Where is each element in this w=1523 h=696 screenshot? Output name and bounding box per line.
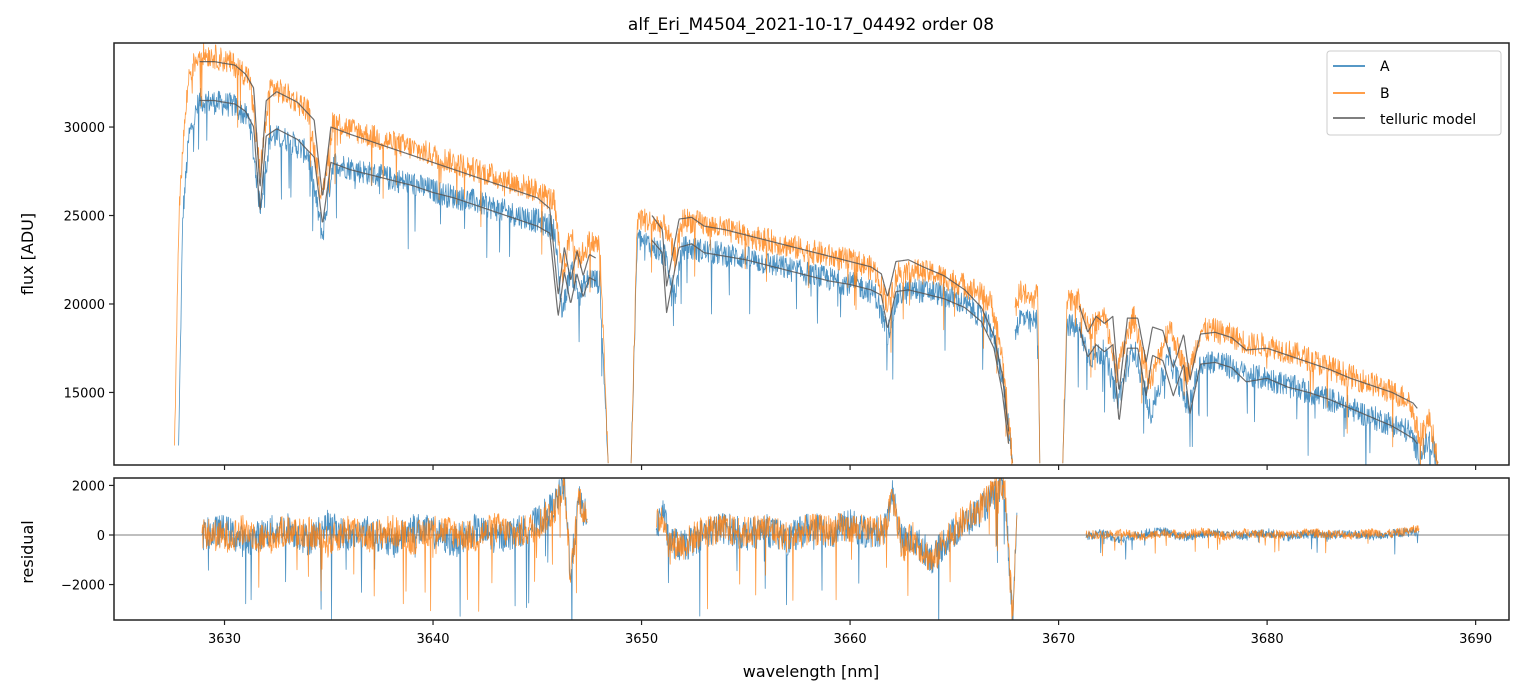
flux-series-telluric-model-segment-0 <box>199 99 596 316</box>
flux-series-b-segment-2 <box>1014 280 1041 464</box>
residual-y-ticks: −2000 0 2000 <box>61 479 114 594</box>
legend: A B telluric model <box>1326 50 1502 136</box>
x-tick-label: 3630 <box>208 632 241 647</box>
x-tick-label: 3660 <box>834 632 867 647</box>
x-tick-label: 3680 <box>1251 632 1284 647</box>
flux-y-axis-label: flux [ADU] <box>18 213 37 295</box>
x-tick-label: 3650 <box>625 632 658 647</box>
flux-x-ticks <box>223 465 1477 470</box>
residual-series-b-segment-1 <box>655 478 1018 620</box>
flux-y-ticks: 15000 20000 25000 30000 <box>64 121 114 401</box>
flux-y-tick-label: 15000 <box>64 386 105 401</box>
flux-axes-frame <box>113 42 1510 466</box>
flux-y-tick-label: 25000 <box>64 210 105 225</box>
flux-series-a-segment-2 <box>1014 309 1041 464</box>
legend-label-b: B <box>1380 86 1390 102</box>
residual-series-a-segment-0 <box>201 478 588 620</box>
residual-axes-frame <box>113 477 1510 621</box>
x-tick-label: 3690 <box>1459 632 1492 647</box>
residual-y-tick-label: 0 <box>97 529 105 544</box>
residual-series-group <box>201 478 1420 620</box>
legend-label-telluric-model: telluric model <box>1380 112 1476 128</box>
flux-series-b-segment-3 <box>1062 288 1439 465</box>
flux-series-telluric-model-segment-3 <box>651 215 1010 432</box>
flux-series-a-segment-3 <box>1062 314 1439 465</box>
flux-series-telluric-model-segment-4 <box>1078 328 1418 445</box>
x-axis-label: wavelength [nm] <box>743 662 880 681</box>
flux-series-telluric-model-segment-1 <box>199 60 596 295</box>
residual-y-tick-label: 2000 <box>72 479 105 494</box>
flux-y-tick-label: 20000 <box>64 298 105 313</box>
legend-frame <box>1326 50 1502 136</box>
flux-y-tick-label: 30000 <box>64 121 105 136</box>
x-tick-label: 3640 <box>416 632 449 647</box>
residual-series-b-segment-2 <box>1085 525 1420 557</box>
legend-label-a: A <box>1380 59 1390 75</box>
flux-series-telluric-model-segment-2 <box>651 239 1010 444</box>
residual-x-ticks: 3630 3640 3650 3660 3670 3680 3690 <box>208 620 1492 647</box>
flux-panel: 15000 20000 25000 30000 flux [ADU] A B tell… <box>18 42 1510 470</box>
flux-series-group <box>174 43 1439 465</box>
flux-series-a-segment-0 <box>178 88 609 464</box>
residual-series-b-segment-0 <box>201 478 588 612</box>
x-tick-label: 3670 <box>1042 632 1075 647</box>
flux-series-b-segment-0 <box>174 43 609 464</box>
flux-series-telluric-model-segment-5 <box>1078 305 1418 409</box>
chart-title: alf_Eri_M4504_2021-10-17_04492 order 08 <box>628 15 994 35</box>
residual-y-tick-label: −2000 <box>61 579 105 594</box>
residual-y-axis-label: residual <box>18 520 37 583</box>
